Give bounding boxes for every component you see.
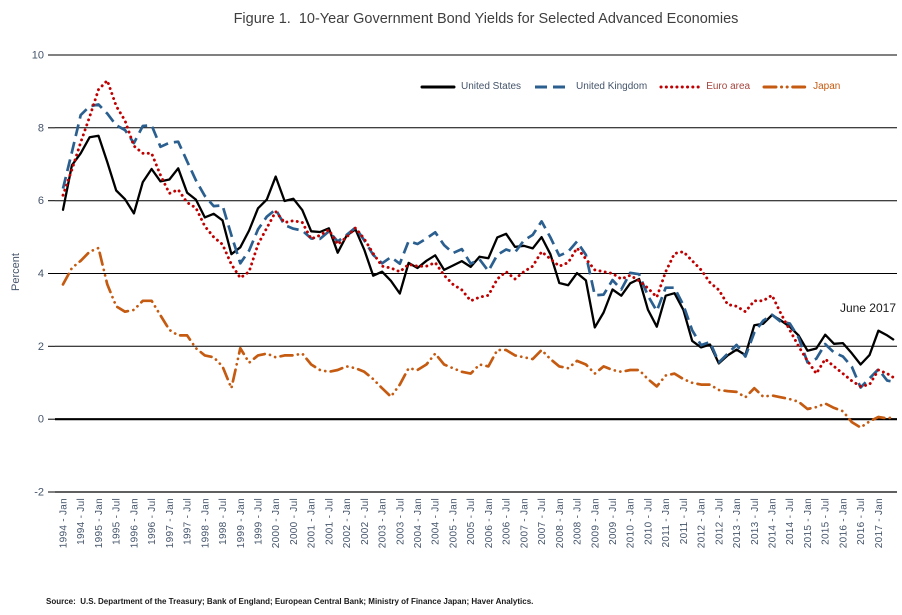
x-tick-label: 2003 - Jan [378, 498, 389, 548]
x-tick-label: 2000 - Jul [289, 498, 300, 545]
x-tick-label: 2002 - Jan [342, 498, 353, 548]
legend-item-united-states: United States [420, 81, 521, 92]
chart-title: Figure 1. 10-Year Government Bond Yields… [233, 11, 739, 27]
legend-line-sample [762, 85, 808, 88]
series-line-united-states [61, 134, 895, 366]
x-tick-label: 1996 - Jan [129, 498, 140, 548]
legend-line-sample [420, 85, 456, 88]
legend-line-sample [659, 85, 701, 88]
x-tick-label: 2008 - Jul [573, 498, 584, 545]
x-tick-label: 2009 - Jul [608, 498, 619, 545]
y-tick-label: 8 [38, 122, 44, 134]
y-axis-title: Percent [10, 253, 22, 291]
x-tick-label: 2007 - Jul [537, 498, 548, 545]
x-tick-label: 1997 - Jan [165, 498, 176, 548]
x-tick-label: 2014 - Jul [785, 498, 796, 545]
x-tick-label: 2009 - Jan [590, 498, 601, 548]
x-tick-label: 1997 - Jul [183, 498, 194, 545]
legend-label: United Kingdom [576, 81, 648, 92]
x-tick-label: 2001 - Jul [324, 498, 335, 545]
x-tick-label: 1995 - Jan [94, 498, 105, 548]
x-tick-label: 2008 - Jan [555, 498, 566, 548]
x-tick-label: 2015 - Jan [803, 498, 814, 548]
x-tick-label: 1999 - Jan [236, 498, 247, 548]
x-tick-label: 2005 - Jul [466, 498, 477, 545]
x-tick-label: 2011 - Jul [679, 498, 690, 544]
x-tick-label: 1998 - Jan [200, 498, 211, 548]
source-note: Source: U.S. Department of the Treasury;… [46, 597, 534, 606]
x-tick-label: 2012 - Jul [714, 498, 725, 545]
x-tick-label: 2003 - Jul [395, 498, 406, 545]
x-tick-label: 2010 - Jul [643, 498, 654, 545]
x-tick-label: 2007 - Jan [519, 498, 530, 548]
x-tick-label: 2011 - Jan [661, 498, 672, 548]
x-tick-label: 2013 - Jan [732, 498, 743, 548]
x-tick-label: 2012 - Jan [697, 498, 708, 548]
x-tick-label: 2015 - Jul [821, 498, 832, 545]
legend-item-euro-area: Euro area [659, 81, 750, 92]
x-tick-label: 2006 - Jan [484, 498, 495, 548]
x-tick-label: 1994 - Jul [76, 498, 87, 545]
y-tick-label: 0 [38, 414, 44, 426]
series-line-japan [61, 246, 895, 429]
legend-line-sample [535, 85, 570, 88]
x-tick-label: 2016 - Jul [856, 498, 867, 545]
x-tick-label: 2017 - Jan [874, 498, 885, 548]
june-2017-annotation: June 2017 [839, 301, 896, 315]
legend-label: Euro area [706, 81, 751, 92]
y-tick-label: 4 [38, 268, 44, 280]
series-line-euro-area [61, 79, 895, 388]
legend-label: United States [461, 81, 522, 92]
x-tick-label: 1994 - Jan [59, 498, 70, 548]
x-tick-label: 2016 - Jan [838, 498, 849, 548]
x-tick-label: 2006 - Jul [502, 498, 513, 545]
y-tick-label: 6 [38, 195, 44, 207]
legend: United States United Kingdom Euro area Japa… [420, 81, 840, 92]
x-tick-label: 2000 - Jan [271, 498, 282, 548]
legend-item-united-kingdom: United Kingdom [533, 81, 647, 92]
x-tick-label: 2013 - Jul [750, 498, 761, 545]
x-tick-label: 2002 - Jul [360, 498, 371, 545]
x-tick-label: 1999 - Jul [254, 498, 265, 545]
x-tick-label: 2010 - Jan [626, 498, 637, 548]
x-tick-label: 1995 - Jul [112, 498, 123, 545]
x-tick-label: 2004 - Jan [413, 498, 424, 548]
legend-item-japan: Japan [762, 81, 840, 92]
x-tick-label: 1998 - Jul [218, 498, 229, 545]
x-tick-label: 2004 - Jul [431, 498, 442, 545]
series-line-united-kingdom [61, 103, 894, 389]
x-tick-label: 2005 - Jan [449, 498, 460, 548]
x-tick-label: 1996 - Jul [147, 498, 158, 545]
y-tick-label: 2 [38, 341, 44, 353]
x-tick-label: 2001 - Jan [307, 498, 318, 548]
x-tick-label: 2014 - Jan [768, 498, 779, 548]
y-tick-label: -2 [34, 487, 44, 499]
legend-label: Japan [813, 81, 841, 92]
y-tick-label: 10 [32, 50, 44, 62]
